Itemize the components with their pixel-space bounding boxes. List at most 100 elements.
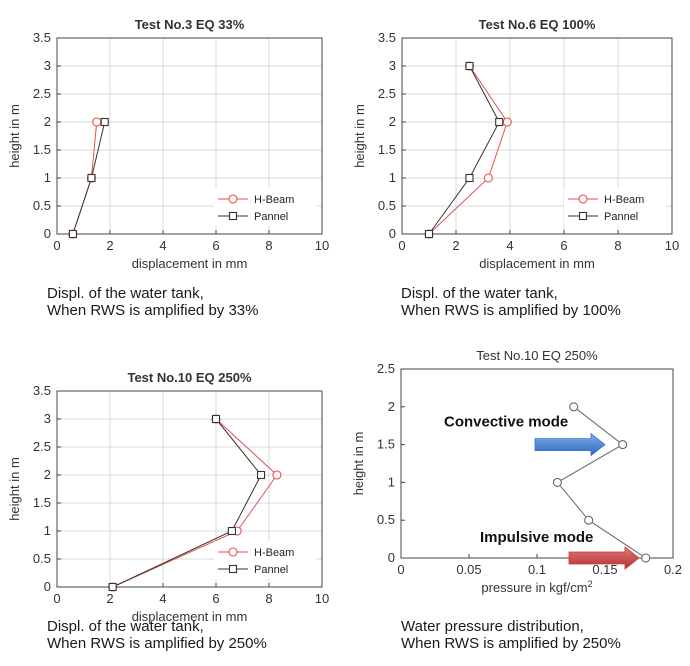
plot-border xyxy=(56,37,323,235)
y-tick-label: 1.5 xyxy=(33,142,51,157)
x-tick-label: 0 xyxy=(53,238,60,253)
y-tick-label: 2 xyxy=(44,114,51,129)
y-axis-label: height in m xyxy=(7,457,22,521)
y-tick-label: 2.5 xyxy=(378,86,396,101)
x-tick-label: 10 xyxy=(315,238,329,253)
x-tick-label: 4 xyxy=(159,238,166,253)
data-point-circle xyxy=(552,477,562,487)
caption-line: When RWS is amplified by 250% xyxy=(47,635,267,652)
x-tick-label: 6 xyxy=(212,591,219,606)
x-tick-label: 10 xyxy=(315,591,329,606)
legend-label: Pannel xyxy=(254,211,288,223)
x-axis-label: displacement in mm xyxy=(132,256,248,271)
convective-arrow xyxy=(534,432,606,457)
chart-panel-test3: 0 2 4 6 8 10 0 0.5 1 1.5 2 2.5 3 3.5 Test No.3 EQ 33% d… xyxy=(0,0,345,333)
y-tick-label: 0.5 xyxy=(33,198,51,213)
plot-border xyxy=(400,368,674,559)
data-point-square xyxy=(211,414,221,424)
data-point-square xyxy=(227,526,236,536)
series-line-h-beam xyxy=(428,65,508,235)
legend-marker-circle xyxy=(578,194,588,204)
chart-title: Test No.6 EQ 100% xyxy=(479,17,596,32)
data-point-square xyxy=(68,229,77,239)
caption-line: Water pressure distribution, xyxy=(401,618,584,635)
x-tick-label: 0 xyxy=(398,238,405,253)
x-tick-label: 0.05 xyxy=(456,562,481,577)
x-tick-label: 0 xyxy=(397,562,404,577)
x-tick-label: 4 xyxy=(159,591,166,606)
y-tick-label: 1 xyxy=(44,170,51,185)
y-tick-label: 3 xyxy=(44,411,51,426)
x-tick-label: 0.15 xyxy=(592,562,617,577)
x-tick-label: 6 xyxy=(560,238,567,253)
legend-label: H-Beam xyxy=(254,547,294,559)
impulsive-mode-label: Impulsive mode xyxy=(480,529,593,546)
x-tick-label: 4 xyxy=(506,238,513,253)
caption-line: When RWS is amplified by 250% xyxy=(401,635,621,652)
caption-test6: Displ. of the water tank, When RWS is am… xyxy=(401,285,690,319)
y-tick-label: 0.5 xyxy=(377,512,395,527)
x-tick-label: 10 xyxy=(665,238,679,253)
legend-marker-square xyxy=(228,211,238,221)
y-axis-label: height in m xyxy=(351,432,366,496)
legend-label: H-Beam xyxy=(254,194,294,206)
y-tick-label: 0 xyxy=(44,579,51,594)
y-tick-label: 2 xyxy=(388,399,395,414)
x-tick-label: 8 xyxy=(614,238,621,253)
x-axis-label: displacement in mm xyxy=(132,609,248,624)
legend-label: Pannel xyxy=(254,564,288,576)
y-tick-label: 0 xyxy=(44,226,51,241)
plot-border xyxy=(401,37,673,235)
data-point-square xyxy=(100,117,109,127)
legend-marker-circle xyxy=(228,194,238,204)
x-tick-label: 8 xyxy=(265,238,272,253)
caption-test3: Displ. of the water tank, When RWS is am… xyxy=(47,285,345,319)
y-axis-label: height in m xyxy=(352,104,367,168)
series-line-pannel xyxy=(428,65,500,235)
y-tick-label: 0 xyxy=(389,226,396,241)
legend-marker-square xyxy=(578,211,588,221)
legend-marker-circle xyxy=(228,547,238,557)
data-point-circle xyxy=(92,117,102,127)
data-point-square xyxy=(495,117,504,127)
y-tick-label: 0 xyxy=(388,550,395,565)
chart-test6: 0 2 4 6 8 10 0 0.5 1 1.5 2 2.5 3 3.5 Test No.6 EQ 100%… xyxy=(352,17,679,271)
plot-border xyxy=(56,390,323,588)
y-tick-label: 2.5 xyxy=(377,361,395,376)
series-line-h-beam xyxy=(112,418,278,588)
data-point-circle xyxy=(618,440,628,450)
y-tick-label: 2 xyxy=(389,114,396,129)
y-tick-label: 1.5 xyxy=(377,437,395,452)
y-tick-label: 2 xyxy=(44,467,51,482)
y-tick-label: 2.5 xyxy=(33,86,51,101)
series-line-pannel xyxy=(112,418,262,588)
data-point-circle xyxy=(569,402,579,412)
chart-title: Test No.10 EQ 250% xyxy=(476,348,598,363)
data-point-square xyxy=(465,173,474,183)
caption-test10: Displ. of the water tank, When RWS is am… xyxy=(47,618,345,652)
x-tick-label: 0.1 xyxy=(528,562,546,577)
data-point-square xyxy=(465,61,474,71)
chart-pressure: 0 0.05 0.1 0.15 0.2 0 0.5 1 1.5 2 2.5 Test No.10 EQ… xyxy=(351,348,682,595)
x-tick-label: 2 xyxy=(452,238,459,253)
y-tick-label: 3 xyxy=(44,58,51,73)
caption-line: Displ. of the water tank, xyxy=(47,285,204,302)
chart-panel-test10: 0 2 4 6 8 10 0 0.5 1 1.5 2 2.5 3 3.5 Test No.10 EQ 250… xyxy=(0,333,345,666)
y-tick-label: 3 xyxy=(389,58,396,73)
x-tick-label: 0 xyxy=(53,591,60,606)
data-point-circle xyxy=(502,117,512,127)
data-point-circle xyxy=(483,173,493,183)
x-axis-label: pressure in kgf/cm2 xyxy=(481,579,592,595)
data-point-circle xyxy=(641,553,651,563)
y-tick-label: 1.5 xyxy=(378,142,396,157)
y-axis-label: height in m xyxy=(7,104,22,168)
y-tick-label: 1 xyxy=(44,523,51,538)
legend-label: Pannel xyxy=(604,211,638,223)
caption-line: When RWS is amplified by 100% xyxy=(401,302,621,319)
caption-line: When RWS is amplified by 33% xyxy=(47,302,259,319)
x-tick-label: 6 xyxy=(212,238,219,253)
data-point-square xyxy=(87,173,96,183)
arrow-shape xyxy=(534,432,606,457)
arrow-shape xyxy=(568,546,640,570)
y-tick-label: 0.5 xyxy=(378,198,396,213)
